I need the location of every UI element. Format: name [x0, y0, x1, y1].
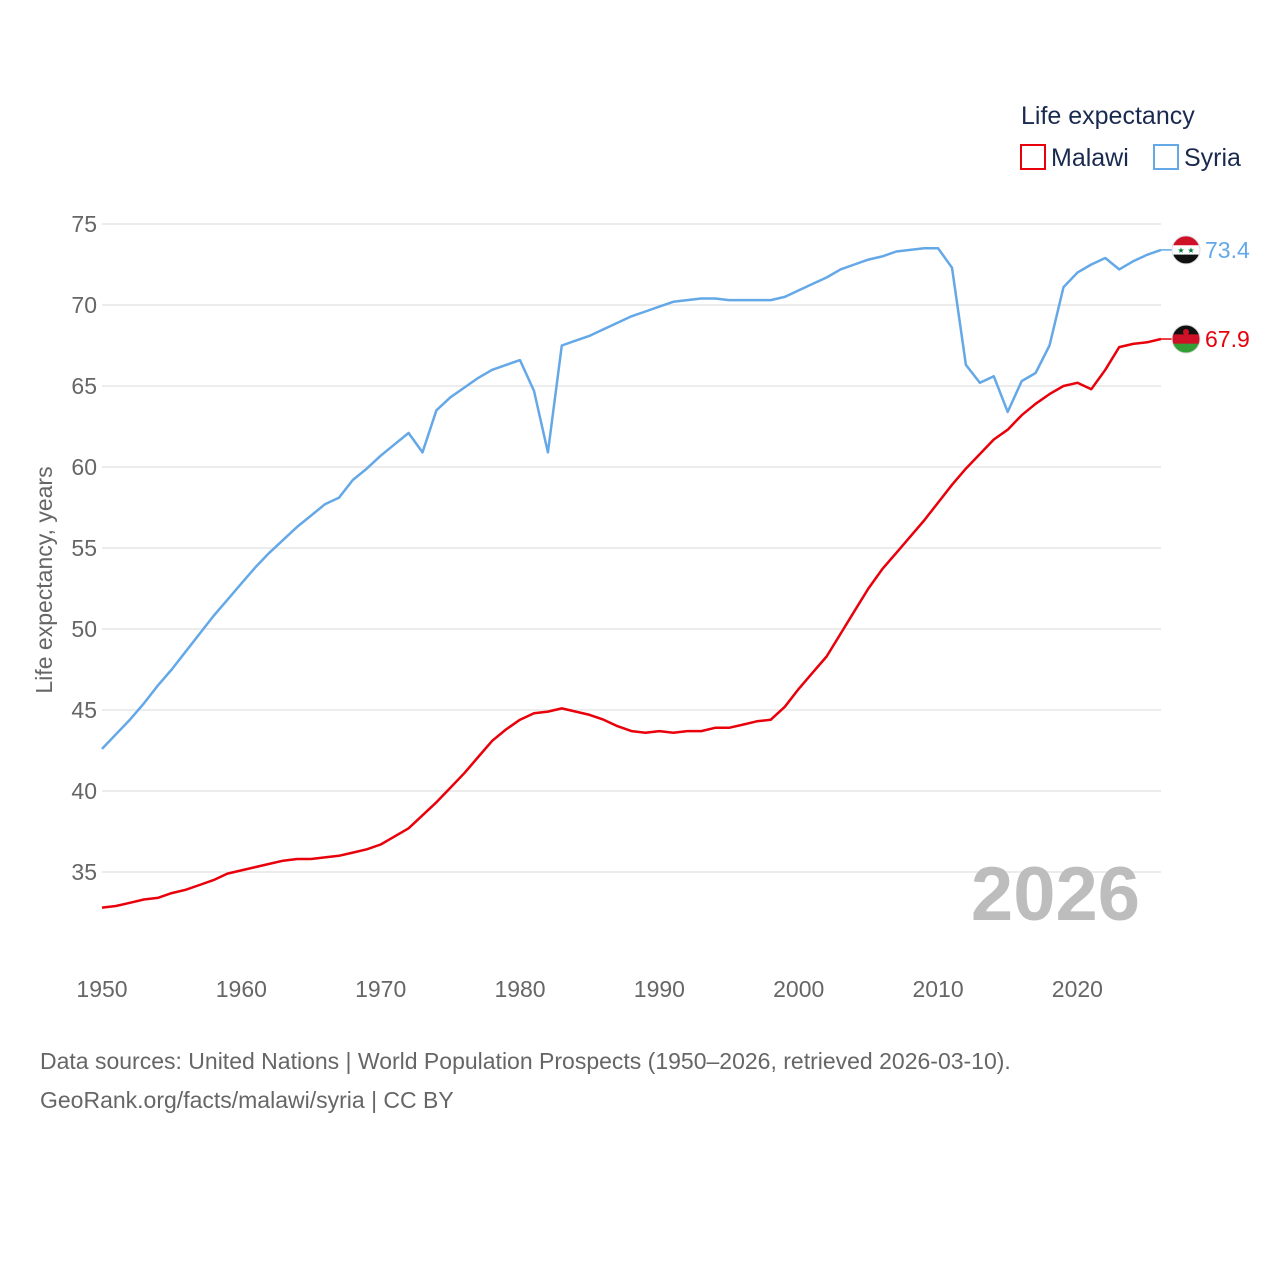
y-axis-ticks: 35 40 45 50 55 60 65 70 75	[71, 211, 97, 885]
x-tick-label-2010: 2010	[912, 976, 963, 1002]
year-watermark: 2026	[971, 852, 1140, 937]
x-tick-label-1980: 1980	[494, 976, 545, 1002]
x-tick-label-2020: 2020	[1052, 976, 1103, 1002]
gridlines	[102, 223, 1161, 873]
y-axis-label: Life expectancy, years	[31, 466, 57, 693]
series-end-labels: 67.9★ ★ 73.4	[1161, 235, 1250, 354]
y-tick-label-75: 75	[71, 211, 97, 237]
series-line-malawi	[101, 337, 1162, 909]
syria-flag-icon: ★ ★	[1171, 235, 1201, 265]
end-value-label-malawi: 67.9	[1205, 326, 1250, 352]
legend-swatch-malawi	[1020, 144, 1046, 170]
source-note: Data sources: United Nations | World Pop…	[40, 1042, 1011, 1120]
y-tick-label-35: 35	[71, 859, 97, 885]
legend: Life expectancy Malawi Syria	[1020, 102, 1241, 172]
x-tick-label-1960: 1960	[216, 976, 267, 1002]
source-line-2: GeoRank.org/facts/malawi/syria | CC BY	[40, 1087, 454, 1113]
legend-title: Life expectancy	[1021, 102, 1195, 130]
series-lines	[101, 247, 1162, 909]
y-tick-label-65: 65	[71, 373, 97, 399]
x-tick-label-2000: 2000	[773, 976, 824, 1002]
x-tick-label-1950: 1950	[76, 976, 127, 1002]
x-tick-label-1970: 1970	[355, 976, 406, 1002]
svg-text:★: ★	[1187, 246, 1194, 255]
end-value-label-syria: 73.4	[1205, 237, 1250, 263]
x-axis-ticks: 1950 1960 1970 1980 1990 2000 2010 2020	[76, 976, 1103, 1002]
x-tick-label-1990: 1990	[634, 976, 685, 1002]
y-tick-label-40: 40	[71, 778, 97, 804]
y-tick-label-50: 50	[71, 616, 97, 642]
svg-text:★: ★	[1177, 246, 1184, 255]
legend-label-syria[interactable]: Syria	[1184, 144, 1241, 172]
legend-swatch-syria	[1153, 144, 1179, 170]
y-tick-label-45: 45	[71, 697, 97, 723]
series-line-syria	[101, 247, 1162, 750]
y-tick-label-70: 70	[71, 292, 97, 318]
y-tick-label-55: 55	[71, 535, 97, 561]
y-tick-label-60: 60	[71, 454, 97, 480]
legend-label-malawi[interactable]: Malawi	[1051, 144, 1129, 172]
malawi-flag-icon	[1171, 324, 1201, 354]
source-line-1: Data sources: United Nations | World Pop…	[40, 1048, 1011, 1074]
